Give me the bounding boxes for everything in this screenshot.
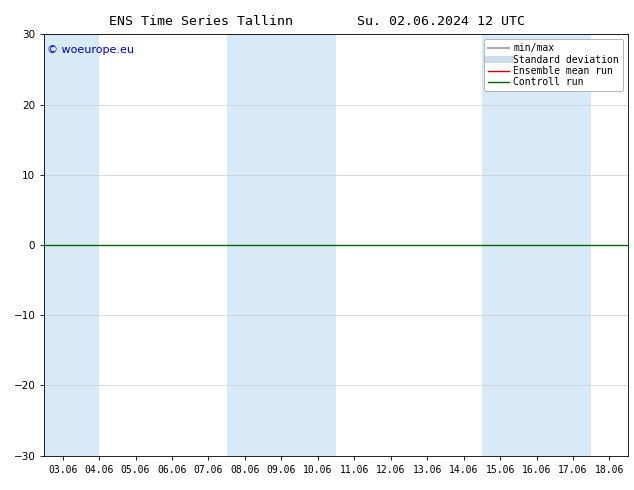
Bar: [44, 34, 99, 456]
Bar: [482, 34, 591, 456]
Text: ENS Time Series Tallinn        Su. 02.06.2024 12 UTC: ENS Time Series Tallinn Su. 02.06.2024 1…: [109, 15, 525, 28]
Text: © woeurope.eu: © woeurope.eu: [48, 45, 134, 55]
Bar: [226, 34, 336, 456]
Legend: min/max, Standard deviation, Ensemble mean run, Controll run: min/max, Standard deviation, Ensemble me…: [484, 39, 623, 91]
